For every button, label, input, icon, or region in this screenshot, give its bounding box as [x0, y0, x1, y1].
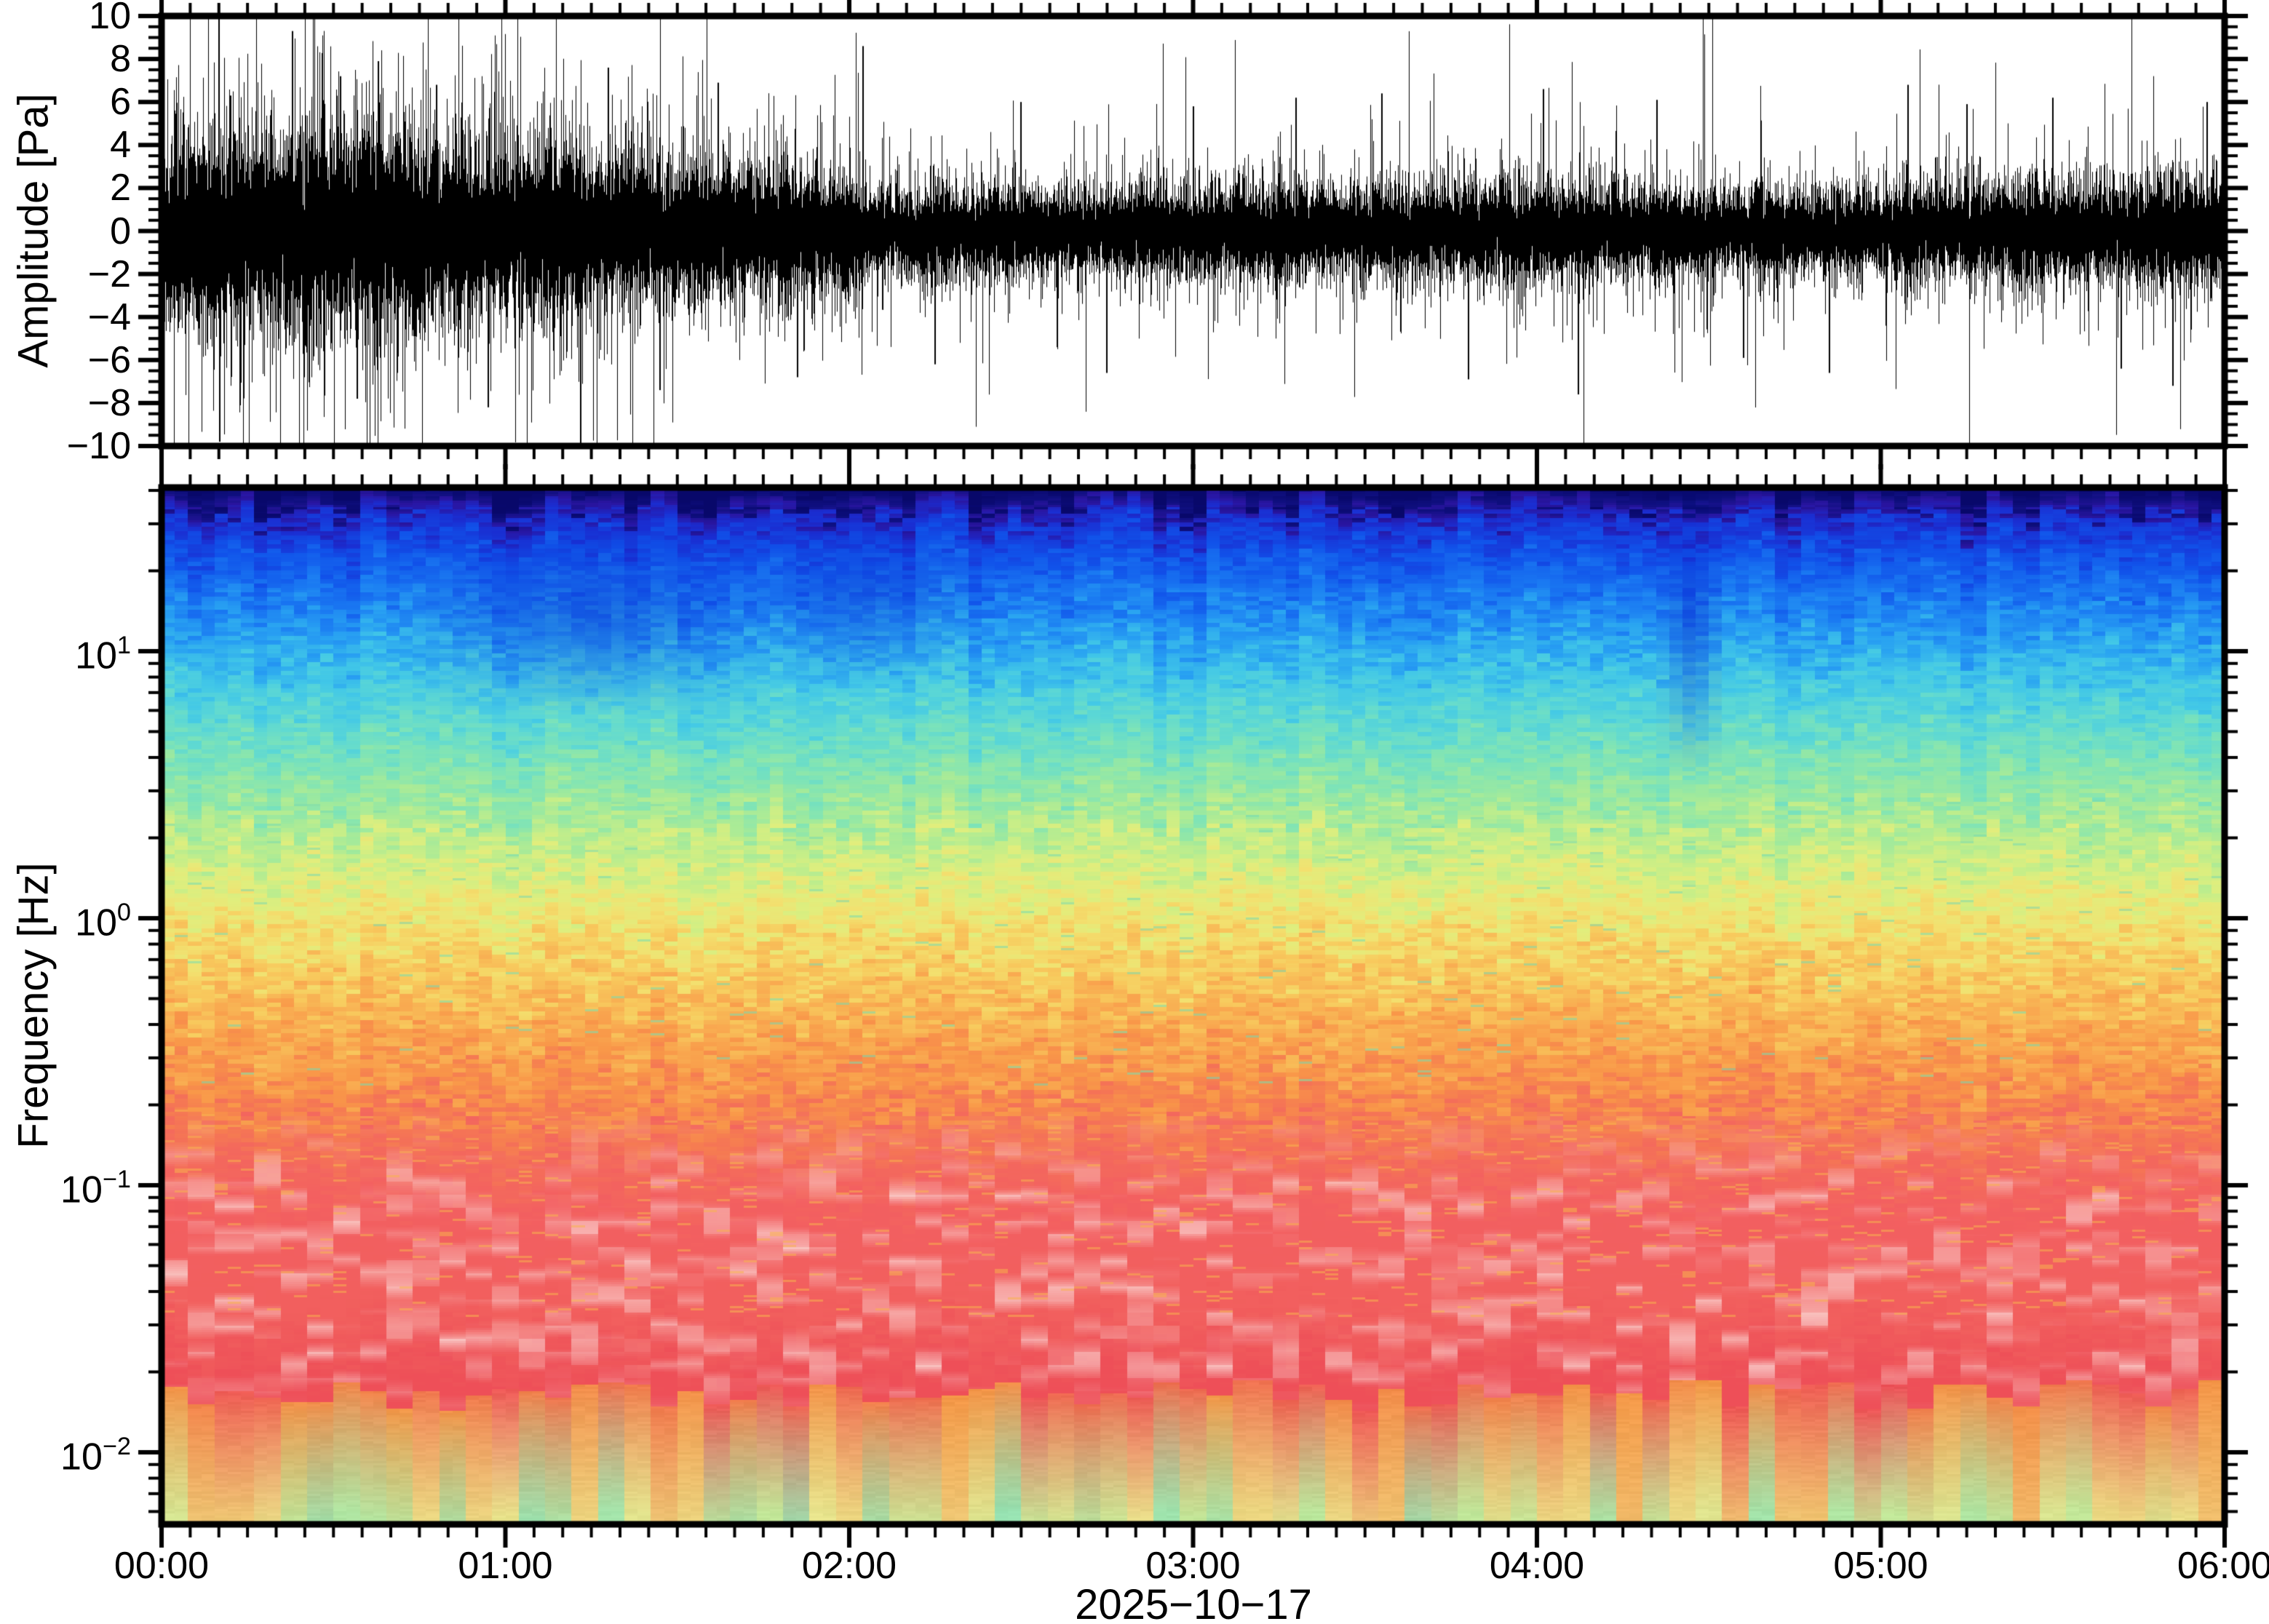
time-tick-label: 00:00: [114, 1545, 210, 1587]
time-tick-label: 04:00: [1489, 1545, 1585, 1587]
amplitude-tick-label: 6: [110, 81, 131, 124]
amplitude-tick-label: 0: [110, 210, 131, 252]
amplitude-tick-label: −8: [87, 381, 131, 424]
amplitude-tick-label: 10: [89, 0, 131, 37]
frequency-tick-label: 10−2: [60, 1433, 131, 1478]
time-tick-label: 03:00: [1145, 1545, 1241, 1587]
frequency-tick-label: 100: [75, 899, 131, 944]
amplitude-tick-label: 8: [110, 38, 131, 81]
frequency-tick-label: 101: [75, 632, 131, 677]
amplitude-tick-label: −4: [87, 295, 131, 338]
date-label: 2025−10−17: [1075, 1581, 1312, 1624]
time-tick-label: 06:00: [2177, 1545, 2269, 1587]
amplitude-tick-label: −6: [87, 338, 131, 381]
time-tick-label: 01:00: [458, 1545, 553, 1587]
amplitude-tick-label: 2: [110, 167, 131, 210]
time-tick-label: 05:00: [1833, 1545, 1928, 1587]
frequency-tick-label: 10−1: [60, 1166, 131, 1211]
amplitude-tick-label: −10: [66, 425, 131, 467]
time-tick-label: 02:00: [801, 1545, 897, 1587]
amplitude-tick-label: −2: [87, 252, 131, 295]
amplitude-tick-label: 4: [110, 124, 131, 167]
